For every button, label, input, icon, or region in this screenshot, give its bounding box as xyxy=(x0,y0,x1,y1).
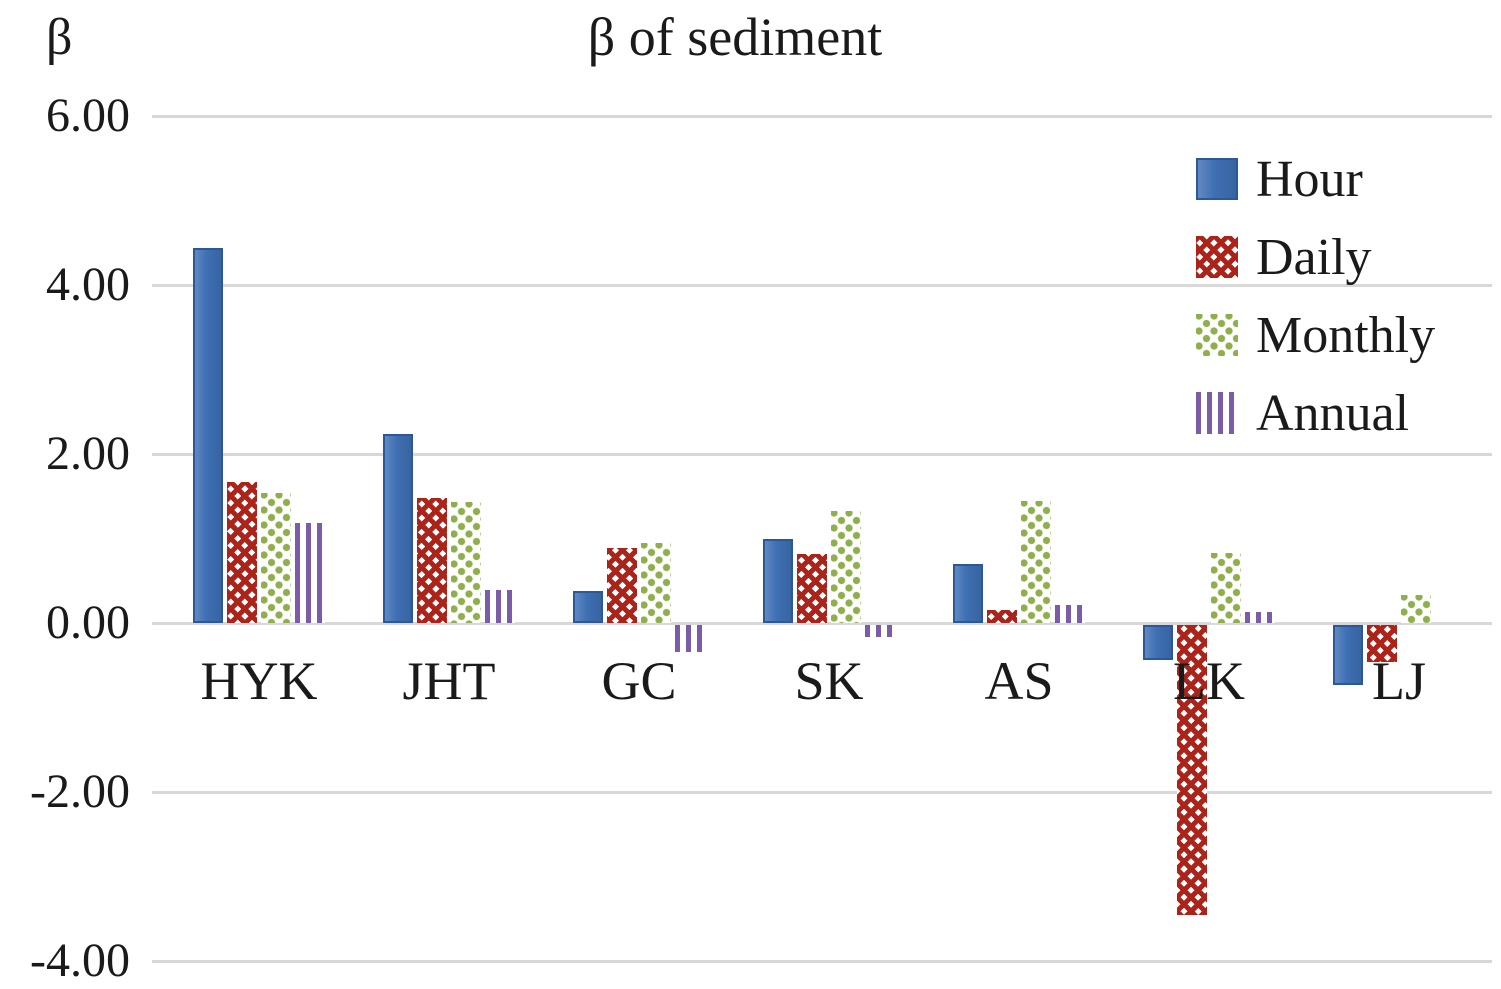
bar-monthly-gc xyxy=(641,542,671,623)
gridline xyxy=(152,283,1492,287)
bar-annual-lk xyxy=(1245,612,1275,623)
bar-monthly-sk xyxy=(831,510,861,623)
legend-item-monthly: Monthly xyxy=(1196,296,1435,374)
legend-label: Annual xyxy=(1256,384,1410,442)
bar-hour-as xyxy=(953,563,983,623)
bar-daily-lj xyxy=(1367,625,1397,663)
x-axis-category-label: GC xyxy=(601,651,677,711)
x-axis-category-label: LJ xyxy=(1372,651,1426,711)
bar-hour-gc xyxy=(573,590,603,623)
bar-daily-jht xyxy=(417,497,447,623)
bar-monthly-hyk xyxy=(261,492,291,623)
gridline xyxy=(152,621,1492,625)
bar-daily-lk xyxy=(1177,625,1207,915)
chart-title: β of sediment xyxy=(587,7,883,67)
bar-annual-sk xyxy=(865,625,895,637)
y-axis-tick-label: 4.00 xyxy=(46,258,130,311)
legend-item-daily: Daily xyxy=(1196,218,1435,296)
legend-swatch-monthly-icon xyxy=(1196,314,1238,356)
bar-hour-lk xyxy=(1143,625,1173,660)
bar-annual-jht xyxy=(485,590,515,623)
bar-hour-jht xyxy=(383,433,413,623)
bar-hour-lj xyxy=(1333,625,1363,685)
y-axis-tick-label: -4.00 xyxy=(30,934,130,987)
x-axis-category-label: AS xyxy=(984,651,1054,711)
bar-hour-hyk xyxy=(193,247,223,623)
x-axis-category-label: SK xyxy=(794,651,864,711)
bar-annual-gc xyxy=(675,625,705,653)
legend-swatch-annual-icon xyxy=(1196,392,1238,434)
bar-monthly-jht xyxy=(451,502,481,623)
bar-annual-hyk xyxy=(295,523,325,623)
bar-daily-as xyxy=(987,610,1017,623)
y-axis-tick-label: 6.00 xyxy=(46,89,130,142)
gridline xyxy=(152,452,1492,456)
bar-monthly-lj xyxy=(1401,595,1431,623)
x-axis-category-label: JHT xyxy=(402,651,496,711)
bar-monthly-lk xyxy=(1211,552,1241,623)
bar-hour-sk xyxy=(763,539,793,623)
x-axis-category-label: LK xyxy=(1173,651,1245,711)
legend-label: Hour xyxy=(1256,150,1363,208)
legend-swatch-hour-icon xyxy=(1196,158,1238,200)
y-axis-title: β xyxy=(46,9,73,66)
gridline xyxy=(152,959,1492,963)
legend-label: Monthly xyxy=(1256,306,1436,364)
bar-daily-sk xyxy=(797,553,827,623)
y-axis-tick-label: 2.00 xyxy=(46,427,130,480)
legend-swatch-daily-icon xyxy=(1196,236,1238,278)
bar-daily-hyk xyxy=(227,481,257,623)
bar-annual-as xyxy=(1055,605,1085,623)
y-axis-tick-label: 0.00 xyxy=(46,596,130,649)
y-axis-tick-label: -2.00 xyxy=(30,765,130,818)
bar-daily-gc xyxy=(607,547,637,623)
legend-item-annual: Annual xyxy=(1196,374,1435,452)
gridline xyxy=(152,790,1492,794)
gridline xyxy=(152,114,1492,118)
bar-monthly-as xyxy=(1021,501,1051,623)
legend-label: Daily xyxy=(1256,228,1372,286)
legend-item-hour: Hour xyxy=(1196,140,1435,218)
x-axis-category-label: HYK xyxy=(200,651,318,711)
legend: Hour Daily Monthly Annual xyxy=(1196,140,1435,452)
